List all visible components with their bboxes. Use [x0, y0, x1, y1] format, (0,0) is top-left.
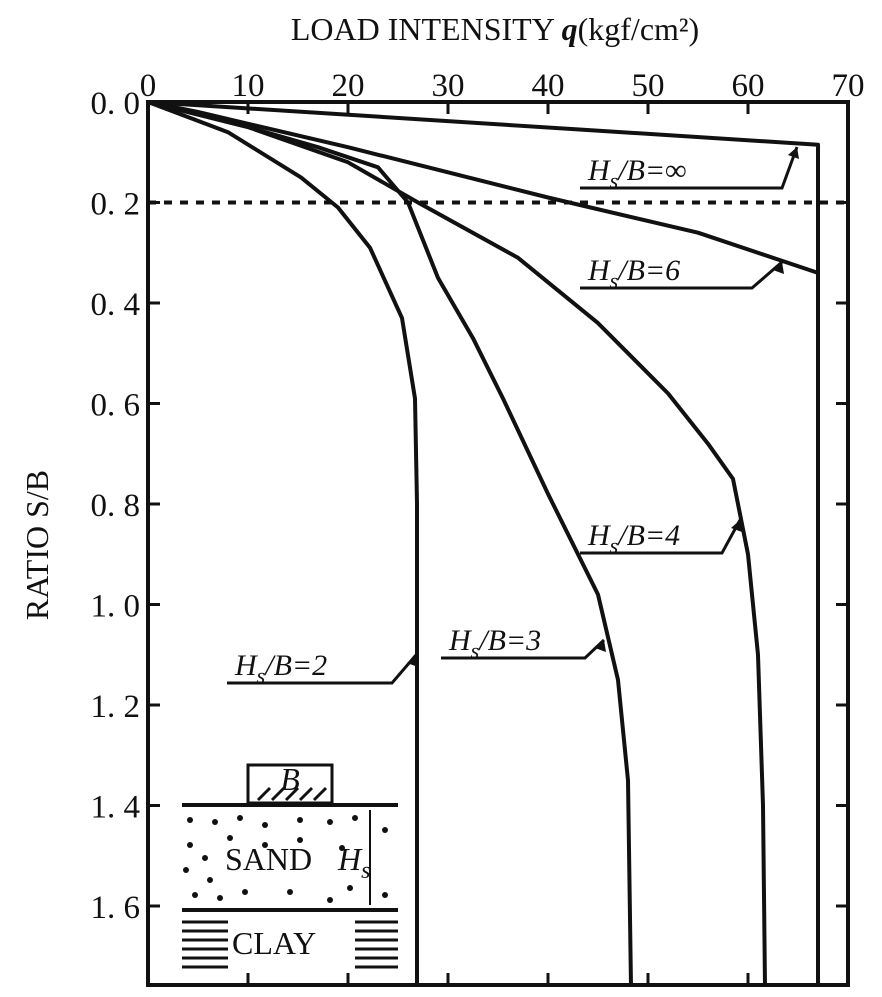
x-tick-label: 10	[232, 68, 265, 104]
clay-label: CLAY	[232, 925, 316, 961]
arrowhead-icon	[407, 655, 418, 667]
arrowhead-icon	[788, 147, 799, 159]
series-label: Hs/B=3	[448, 624, 541, 663]
y-axis-label: RATIO S/B	[19, 470, 55, 620]
series-line-1	[147, 100, 820, 987]
x-tick-label: 0	[140, 68, 157, 104]
annotation-0: Hs/B=∞	[580, 146, 799, 193]
series-line-2	[147, 100, 767, 987]
annotation-2: Hs/B=4	[580, 519, 742, 558]
y-tick-label: 1. 6	[91, 890, 141, 926]
y-tick-label: 0. 6	[91, 388, 141, 424]
series-label: Hs/B=2	[234, 649, 327, 688]
leader-arrow	[227, 654, 418, 685]
series-label: Hs/B=4	[587, 519, 680, 558]
leader-arrow	[580, 146, 799, 190]
series-line-3	[147, 100, 633, 987]
plot-frame	[146, 100, 850, 987]
arrowhead-icon	[773, 262, 784, 274]
sand-label: SAND	[225, 841, 312, 877]
annotation-3: Hs/B=3	[441, 624, 606, 663]
x-tick-label: 70	[832, 68, 865, 104]
y-tick-label: 1. 0	[91, 589, 141, 625]
footing-width-label: B	[280, 761, 300, 797]
arrowhead-icon	[595, 640, 606, 652]
y-tick-label: 0. 4	[91, 287, 141, 323]
y-tick-label: 0. 0	[91, 86, 141, 122]
arrowhead-icon	[731, 520, 742, 532]
y-tick-label: 1. 2	[91, 689, 141, 725]
annotation-4: Hs/B=2	[227, 649, 418, 688]
y-tick-label: 1. 4	[91, 790, 141, 826]
sand-thickness-label: Hs	[337, 841, 370, 884]
y-tick-label: 0. 2	[91, 187, 141, 223]
chart-title: LOAD INTENSITY q(kgf/cm²)	[291, 11, 699, 47]
leader-arrow	[580, 519, 742, 555]
series-label: Hs/B=∞	[587, 154, 687, 193]
x-tick-label: 60	[732, 68, 765, 104]
x-tick-label: 40	[532, 68, 565, 104]
x-tick-label: 50	[632, 68, 665, 104]
annotation-1: Hs/B=6	[580, 254, 784, 293]
series-label: Hs/B=6	[587, 254, 680, 293]
sand-clay-inset: B SAND Hs CLAY	[182, 761, 398, 969]
leader-arrow	[580, 260, 783, 290]
series-line-4	[147, 100, 419, 987]
x-tick-label: 30	[432, 68, 465, 104]
y-tick-label: 0. 8	[91, 488, 141, 524]
x-tick-label: 20	[332, 68, 365, 104]
